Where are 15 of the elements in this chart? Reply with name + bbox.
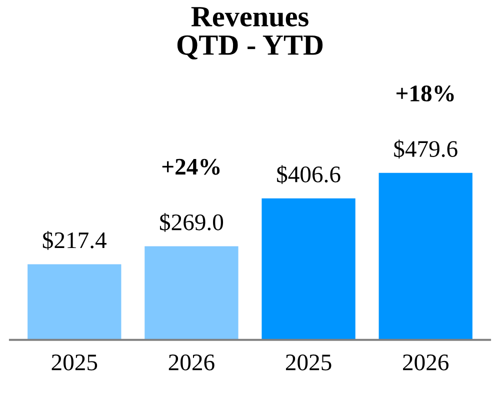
bar [28, 264, 122, 340]
chart-title: Revenues QTD - YTD [177, 7, 323, 60]
data-label: $479.6 [394, 140, 458, 159]
x-tick-label: 2025 [286, 354, 332, 370]
data-label: $269.0 [160, 212, 224, 232]
bar [262, 198, 356, 340]
x-tick-label: 2026 [168, 354, 214, 370]
bar [378, 172, 472, 340]
x-tick-label: 2025 [52, 354, 98, 370]
annotation: +24% [162, 158, 220, 175]
data-label: $406.6 [277, 165, 340, 184]
text: +18% [396, 86, 454, 102]
data-label: $217.4 [42, 230, 106, 250]
bar [144, 246, 238, 340]
x-tick-label: 2026 [403, 354, 449, 370]
